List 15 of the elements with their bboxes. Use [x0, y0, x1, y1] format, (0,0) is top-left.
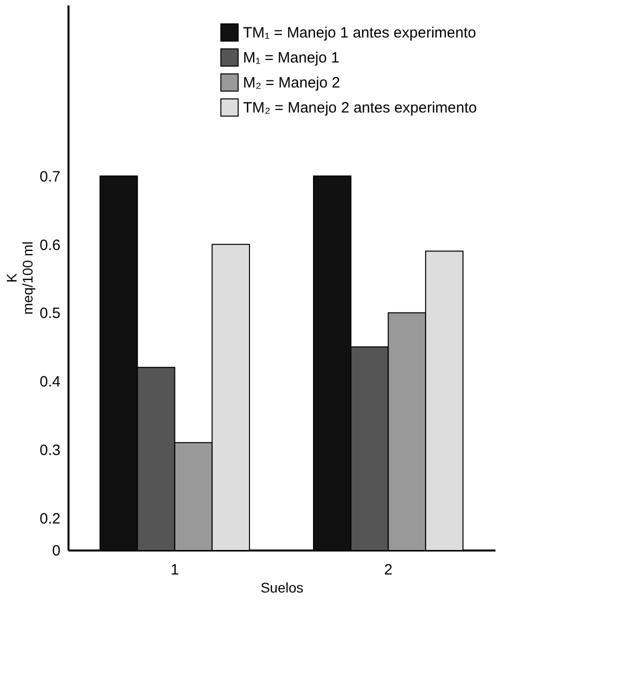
- y-tick-label: 0.6: [40, 236, 60, 254]
- y-tick-label: 0.3: [40, 442, 60, 459]
- x-axis-title: Suelos: [260, 580, 304, 596]
- x-tick-label: 2: [384, 562, 392, 578]
- legend-label: TM₁ = Manejo 1 antes experimento: [243, 24, 476, 42]
- y-tick-label: 0: [52, 542, 60, 560]
- y-tick-label: 0.7: [40, 168, 60, 186]
- x-tick-label: 1: [170, 562, 179, 578]
- y-tick-label: 0.5: [40, 305, 60, 322]
- y-tick-label: 0.4: [40, 374, 60, 391]
- legend-label: M₁ = Manejo 1: [243, 50, 340, 66]
- y-tick-label: 0.2: [40, 510, 60, 528]
- legend-label: M₂ = Manejo 2: [243, 74, 340, 92]
- legend-label: TM₂ = Manejo 2 antes experimento: [243, 100, 477, 116]
- y-axis-title: K meq/100 ml: [4, 241, 36, 315]
